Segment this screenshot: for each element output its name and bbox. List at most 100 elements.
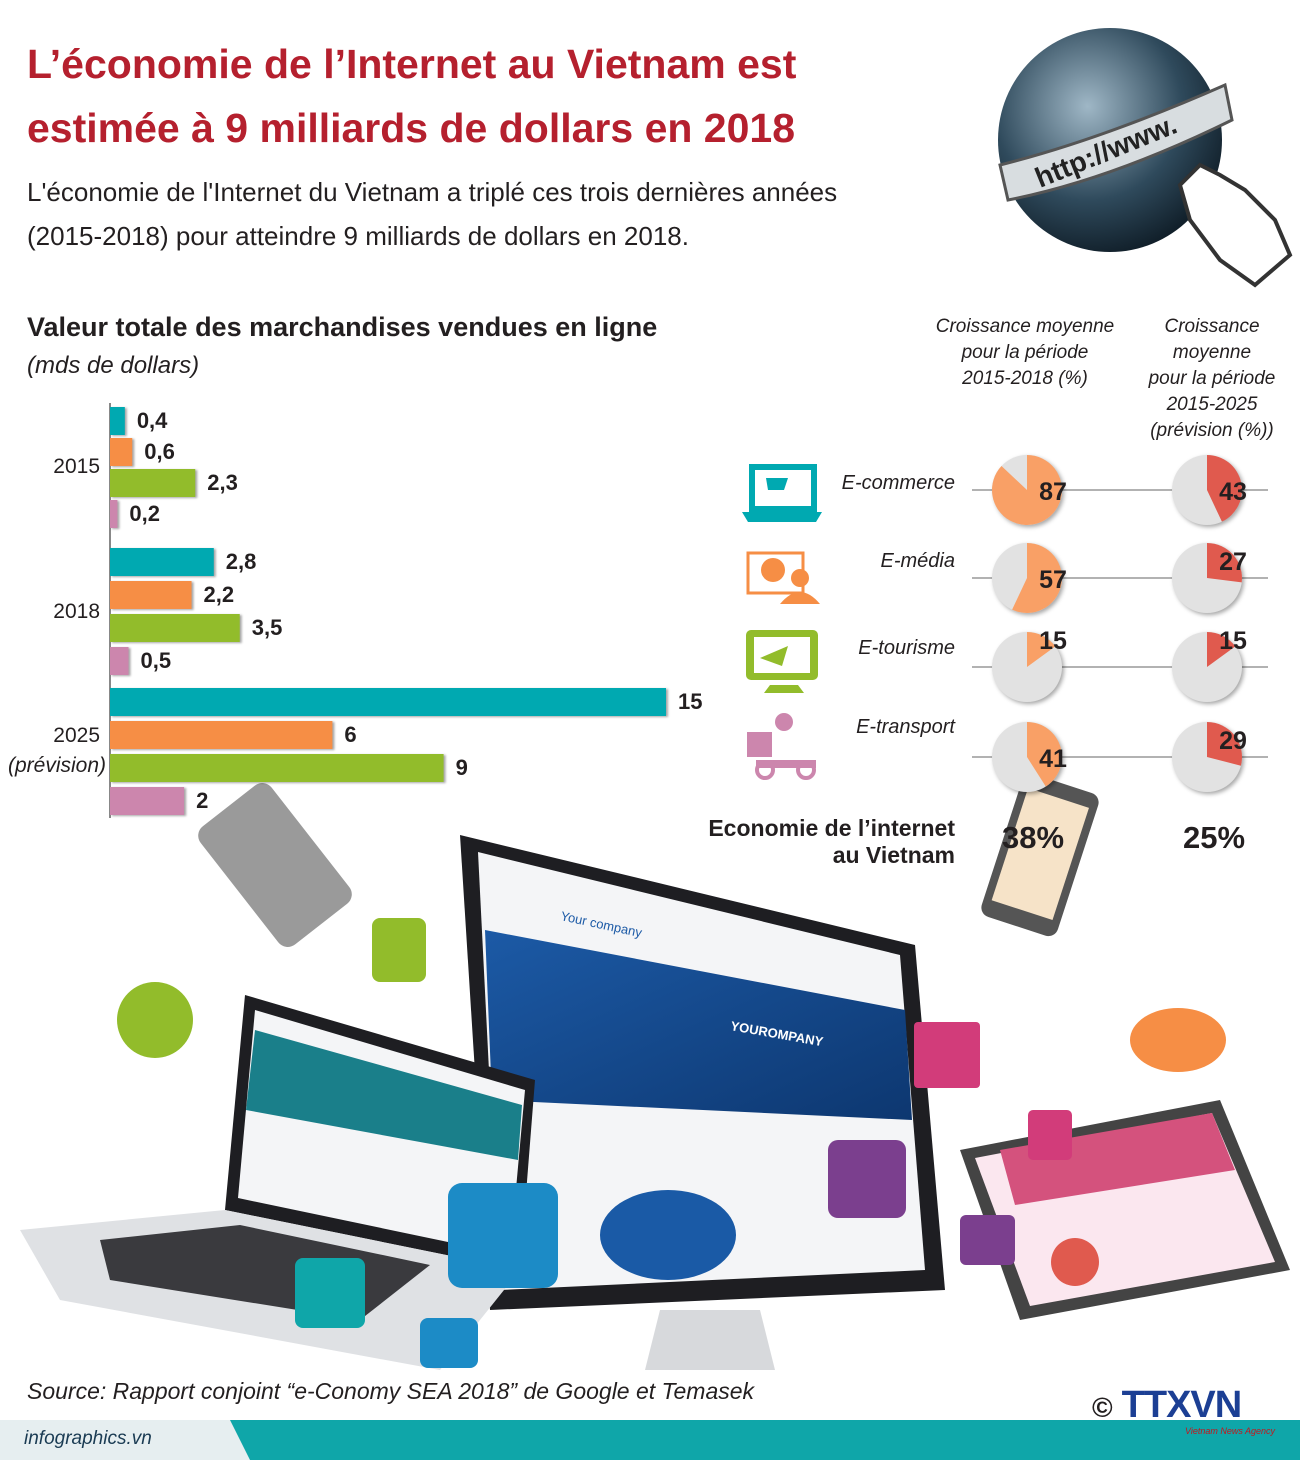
category-label: 2015	[53, 455, 100, 478]
subtitle-line: (2015-2018) pour atteindre 9 milliards d…	[27, 221, 689, 251]
cloud-users-icon	[117, 982, 193, 1058]
bar	[110, 721, 333, 749]
bar	[110, 754, 444, 782]
pie-slice	[1207, 722, 1242, 766]
play-icon	[960, 1215, 1015, 1265]
cloud-user-icon	[600, 1190, 736, 1280]
site-link[interactable]: infographics.vn	[24, 1428, 152, 1449]
total-label: Economie de l’internet au Vietnam	[640, 815, 955, 869]
header-line: Croissance moyenne	[935, 316, 1115, 337]
monitor-globe-user-icon	[746, 551, 820, 604]
bar-value-label: 15	[678, 689, 702, 714]
header-line: pour la période	[961, 342, 1089, 363]
laptop-cart-icon	[742, 464, 822, 522]
hand-cursor-icon	[1177, 162, 1293, 288]
delivery-scooter-icon	[747, 713, 816, 780]
pie-slice	[1207, 632, 1236, 667]
chart-title: Valeur totale des marchandises vendues e…	[27, 312, 658, 342]
bar-value-label: 3,5	[252, 615, 283, 640]
header-line: 2015-2018 (%)	[962, 368, 1088, 389]
header-line: (prévision (%))	[1150, 420, 1274, 441]
bar-value-label: 2,3	[207, 470, 238, 495]
pie-slice	[1027, 722, 1062, 787]
pie-value-label: 87	[1039, 478, 1067, 506]
bar-value-label: 9	[456, 755, 468, 780]
bar	[110, 407, 125, 435]
row-label-ecommerce: E-commerce	[841, 472, 955, 494]
pie-slice	[992, 455, 1062, 525]
subtitle-line: L'économie de l'Internet du Vietnam a tr…	[27, 177, 838, 207]
bar-value-label: 0,2	[129, 501, 160, 526]
cart-icon	[295, 1258, 365, 1328]
chart-circle-icon	[1051, 1238, 1099, 1286]
pie-value-label: 57	[1039, 566, 1067, 594]
header-line: pour la période	[1148, 368, 1276, 389]
bar	[110, 647, 129, 675]
total-label-line: Economie de l’internet	[708, 815, 955, 841]
total-label-line: au Vietnam	[832, 842, 955, 868]
bar	[110, 787, 185, 815]
pie-value-label: 27	[1219, 548, 1247, 576]
mail-icon	[914, 1022, 980, 1088]
pie-column-header-2: Croissance moyenne pour la période 2015-…	[1132, 314, 1292, 444]
cloud-phone-icon	[1130, 1008, 1226, 1072]
monitor-icon	[828, 1140, 906, 1218]
pie-value-label: 15	[1219, 627, 1247, 655]
header-line: 2015-2025	[1166, 394, 1258, 415]
bar	[110, 548, 214, 576]
pie-slice	[1207, 455, 1242, 522]
ttxvn-logo: © TTXVN	[1092, 1384, 1242, 1427]
bar	[110, 438, 133, 466]
monitor-plane-icon	[746, 630, 818, 693]
bar-value-label: 2,8	[226, 549, 257, 574]
header-line: moyenne	[1172, 342, 1252, 363]
bar	[110, 688, 666, 716]
globe-bubble-icon	[448, 1183, 558, 1288]
pie-slice	[1027, 632, 1056, 667]
pie-value-label: 41	[1039, 745, 1067, 773]
bar-value-label: 0,6	[144, 439, 175, 464]
phone-illustration	[198, 773, 1099, 947]
bar	[110, 581, 192, 609]
title-line: estimée à 9 milliards de dollars en 2018	[27, 105, 796, 151]
category-label: 2018	[53, 600, 100, 623]
globe-icon: http://www.	[998, 28, 1293, 288]
lock-icon	[372, 918, 426, 982]
logo-subtitle: Vietnam News Agency	[1185, 1426, 1276, 1436]
title-line: L’économie de l’Internet au Vietnam est	[27, 41, 797, 87]
bag-icon	[1028, 1110, 1072, 1160]
bar-value-label: 0,4	[137, 408, 168, 433]
bar-value-label: 2	[196, 788, 208, 813]
source-note: Source: Rapport conjoint “e-Conomy SEA 2…	[27, 1378, 755, 1404]
row-label-emedia: E-média	[880, 550, 955, 572]
row-label-etransport: E-transport	[856, 716, 955, 738]
footer-tab	[0, 1420, 250, 1460]
copyright-symbol: ©	[1092, 1392, 1113, 1423]
pie-slice	[1207, 543, 1242, 583]
page-title: L’économie de l’Internet au Vietnam est …	[27, 32, 967, 160]
pie-column-header-1: Croissance moyenne pour la période 2015-…	[925, 314, 1125, 392]
pie-value-label: 43	[1219, 478, 1247, 506]
user-bubble-icon	[420, 1318, 478, 1368]
header-line: Croissance	[1164, 316, 1260, 337]
floating-icons	[117, 918, 1226, 1368]
bar-value-label: 6	[344, 722, 356, 747]
total-value-2018: 38%	[1002, 820, 1065, 855]
pie-value-label: 29	[1219, 727, 1247, 755]
subtitle: L'économie de l'Internet du Vietnam a tr…	[27, 170, 987, 258]
total-value-2025: 25%	[1183, 820, 1246, 855]
category-label: 2025	[53, 724, 100, 747]
bar	[110, 469, 196, 497]
bar	[110, 500, 118, 528]
laptop-illustration	[20, 995, 535, 1370]
pie-slice	[1012, 543, 1062, 613]
category-note: (prévision)	[8, 754, 106, 777]
row-label-etourisme: E-tourisme	[858, 637, 955, 659]
bar-value-label: 2,2	[204, 582, 235, 607]
pie-value-label: 15	[1039, 627, 1067, 655]
chart-unit: (mds de dollars)	[27, 352, 200, 379]
